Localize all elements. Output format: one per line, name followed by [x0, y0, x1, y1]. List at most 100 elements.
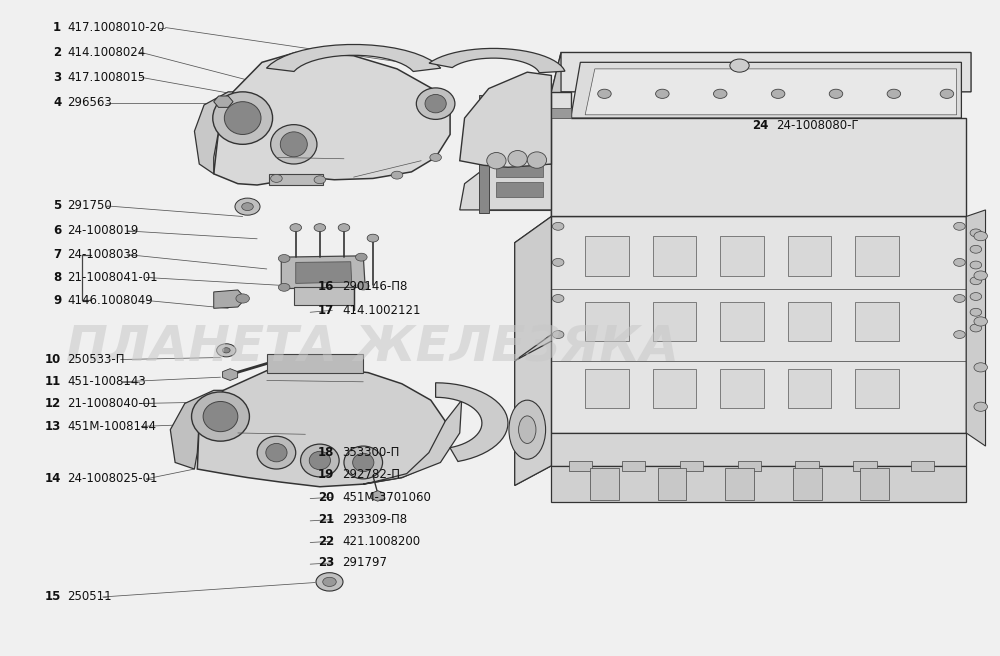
Bar	[496, 104, 543, 118]
Bar	[793, 468, 822, 500]
Polygon shape	[551, 108, 571, 118]
Text: 8: 8	[53, 271, 61, 284]
Ellipse shape	[416, 88, 455, 119]
Polygon shape	[436, 383, 508, 461]
Circle shape	[713, 89, 727, 98]
Bar	[788, 302, 831, 341]
Text: 292782-П: 292782-П	[342, 468, 400, 482]
Polygon shape	[515, 341, 551, 485]
Text: 296563: 296563	[67, 96, 112, 110]
Text: 7: 7	[53, 248, 61, 261]
Polygon shape	[429, 49, 565, 73]
Text: 417.1008010-20: 417.1008010-20	[67, 21, 164, 34]
Ellipse shape	[425, 94, 446, 113]
Polygon shape	[551, 52, 561, 216]
Polygon shape	[551, 433, 966, 466]
Circle shape	[940, 89, 954, 98]
Text: 10: 10	[45, 353, 61, 366]
Circle shape	[278, 255, 290, 262]
Text: 11: 11	[45, 375, 61, 388]
Polygon shape	[515, 216, 551, 361]
Text: 9: 9	[53, 294, 61, 307]
Ellipse shape	[203, 401, 238, 432]
Bar	[658, 468, 686, 500]
Ellipse shape	[301, 444, 339, 477]
Circle shape	[338, 224, 350, 232]
Circle shape	[391, 171, 403, 179]
Text: 421.1008200: 421.1008200	[342, 535, 420, 548]
Bar	[855, 369, 899, 408]
Ellipse shape	[192, 392, 249, 441]
Ellipse shape	[280, 132, 307, 157]
Bar	[585, 302, 629, 341]
Circle shape	[290, 224, 302, 232]
Text: 18: 18	[318, 446, 334, 459]
Circle shape	[974, 317, 987, 326]
Polygon shape	[479, 95, 489, 213]
Polygon shape	[214, 290, 246, 308]
Circle shape	[278, 283, 290, 291]
Polygon shape	[214, 52, 450, 185]
Text: 24-1008038: 24-1008038	[67, 248, 138, 261]
Polygon shape	[571, 62, 961, 118]
Circle shape	[970, 324, 982, 332]
Bar	[569, 461, 592, 471]
Text: 291750: 291750	[67, 199, 112, 213]
Text: 24-1008080-Г: 24-1008080-Г	[776, 119, 859, 133]
Text: ПЛАНЕТА ЖЕЛЕЗЯКА: ПЛАНЕТА ЖЕЛЕЗЯКА	[66, 323, 679, 372]
Bar	[855, 236, 899, 276]
Text: 4146.1008049: 4146.1008049	[67, 294, 153, 307]
Polygon shape	[487, 95, 551, 210]
Polygon shape	[551, 52, 971, 92]
Circle shape	[887, 89, 901, 98]
Bar	[680, 461, 703, 471]
Text: 24: 24	[752, 119, 768, 133]
Text: 21-1008041-01: 21-1008041-01	[67, 271, 158, 284]
Circle shape	[954, 222, 965, 230]
Circle shape	[974, 232, 987, 241]
Ellipse shape	[257, 436, 296, 469]
Circle shape	[954, 331, 965, 338]
Circle shape	[323, 577, 336, 586]
Circle shape	[974, 363, 987, 372]
Circle shape	[242, 203, 253, 211]
Ellipse shape	[353, 453, 374, 472]
Polygon shape	[585, 69, 957, 115]
Polygon shape	[460, 72, 551, 167]
Circle shape	[970, 229, 982, 237]
Text: 5: 5	[53, 199, 61, 213]
Circle shape	[970, 277, 982, 285]
Polygon shape	[267, 354, 363, 373]
Text: 12: 12	[45, 397, 61, 410]
Circle shape	[357, 282, 369, 290]
Ellipse shape	[508, 151, 527, 167]
Bar	[590, 468, 619, 500]
Text: 290146-П8: 290146-П8	[342, 280, 407, 293]
Text: 24-1008019: 24-1008019	[67, 224, 138, 237]
Circle shape	[598, 89, 611, 98]
Polygon shape	[487, 92, 551, 164]
Text: 16: 16	[318, 280, 334, 293]
Text: 17: 17	[318, 304, 334, 317]
Text: 22: 22	[318, 535, 334, 548]
Polygon shape	[966, 210, 986, 446]
Polygon shape	[197, 367, 445, 487]
Circle shape	[730, 59, 749, 72]
Text: 21-1008040-01: 21-1008040-01	[67, 397, 158, 410]
Text: 19: 19	[318, 468, 334, 482]
Bar	[653, 369, 696, 408]
Circle shape	[271, 174, 282, 182]
Polygon shape	[515, 433, 551, 485]
Bar	[653, 302, 696, 341]
Bar	[738, 461, 761, 471]
Polygon shape	[551, 466, 966, 502]
Ellipse shape	[224, 102, 261, 134]
Text: 4: 4	[53, 96, 61, 110]
Bar	[496, 123, 543, 138]
Bar	[788, 369, 831, 408]
Circle shape	[314, 224, 326, 232]
Ellipse shape	[527, 152, 547, 169]
Bar	[496, 182, 543, 197]
Text: 3: 3	[53, 71, 61, 84]
Bar	[911, 461, 934, 471]
